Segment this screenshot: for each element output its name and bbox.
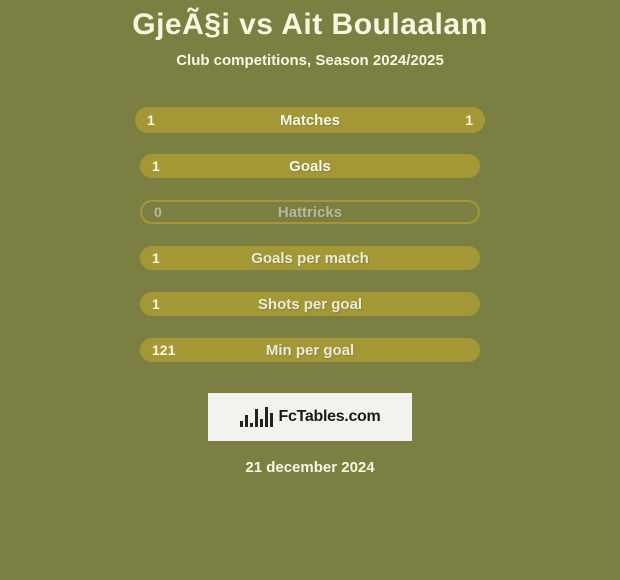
stat-bar: 0 Hattricks xyxy=(140,200,480,224)
stat-label: Shots per goal xyxy=(258,296,362,313)
stat-label: Goals per match xyxy=(251,250,369,267)
stat-bar: 1 Goals xyxy=(140,154,480,178)
stat-row: 1 Shots per goal xyxy=(135,291,485,317)
stat-row: 0 Hattricks xyxy=(135,199,485,225)
stat-value-left: 1 xyxy=(152,296,160,312)
stat-row: 1 Goals per match xyxy=(135,245,485,271)
logo-text: FcTables.com xyxy=(279,408,381,426)
stat-value-right: 1 xyxy=(465,112,473,128)
stat-label: Goals xyxy=(289,158,331,175)
comparison-card: GjeÃ§i vs Ait Boulaalam Club competition… xyxy=(0,0,620,476)
page-subtitle: Club competitions, Season 2024/2025 xyxy=(176,52,444,69)
logo-bars-icon xyxy=(240,407,273,427)
stat-value-left: 121 xyxy=(152,342,175,358)
date-label: 21 december 2024 xyxy=(245,459,374,476)
stat-value-left: 1 xyxy=(152,250,160,266)
stat-bar: 1 Shots per goal xyxy=(140,292,480,316)
stat-label: Hattricks xyxy=(278,204,342,221)
stat-bar: 1 Goals per match xyxy=(140,246,480,270)
stat-bar: 1 Matches 1 xyxy=(135,107,485,133)
stat-value-left: 1 xyxy=(152,158,160,174)
stat-row: 121 Min per goal xyxy=(135,337,485,363)
stat-row: 1 Matches 1 xyxy=(135,107,485,133)
stats-list: 1 Matches 1 1 Goals 0 Hattricks 1 Goals per matc… xyxy=(135,107,485,383)
stat-label: Matches xyxy=(280,112,340,129)
stat-value-left: 0 xyxy=(154,204,162,220)
stat-value-left: 1 xyxy=(147,112,155,128)
fctables-logo: FcTables.com xyxy=(208,393,412,441)
stat-label: Min per goal xyxy=(266,342,354,359)
stat-row: 1 Goals xyxy=(135,153,485,179)
page-title: GjeÃ§i vs Ait Boulaalam xyxy=(132,8,488,42)
stat-bar: 121 Min per goal xyxy=(140,338,480,362)
